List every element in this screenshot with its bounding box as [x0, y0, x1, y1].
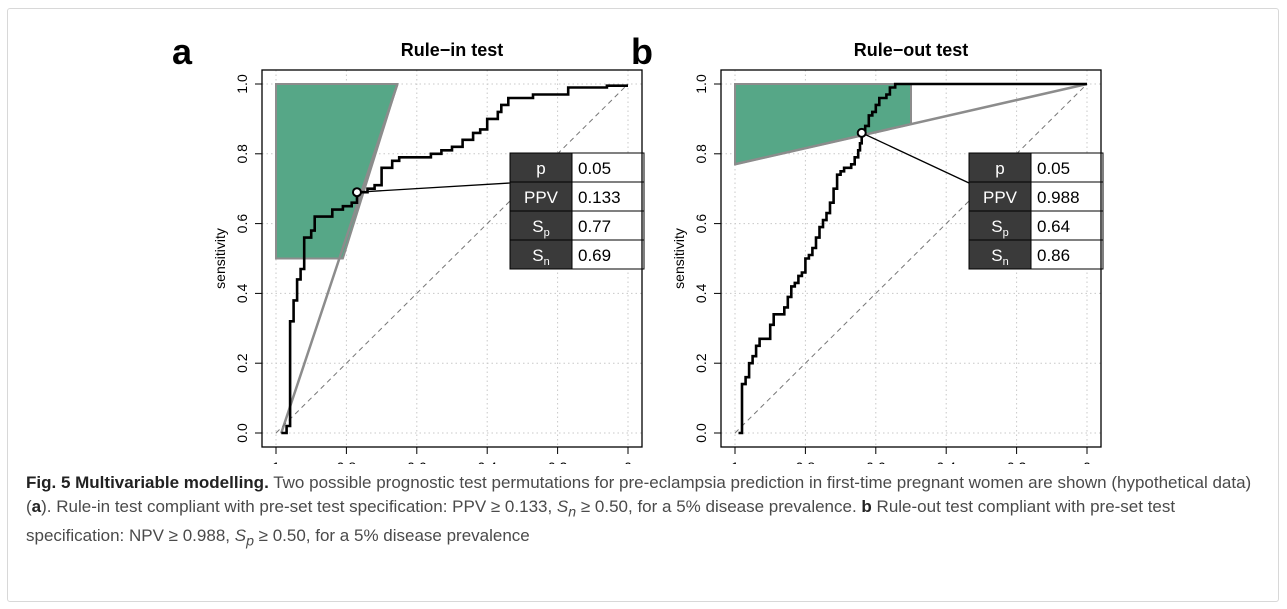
y-tick-label: 1.0: [234, 74, 250, 94]
caption-text-4: Rule-out test compliant with pre-set tes…: [26, 497, 1176, 546]
y-axis-label: sensitivity: [671, 228, 687, 289]
table-label-text: Sn: [532, 246, 549, 268]
table-label-text: Sp: [532, 217, 549, 239]
caption-ref-b: b: [861, 497, 872, 516]
table-label-cell: [509, 210, 573, 241]
caption-text-3: ≥ 0.50, for a 5% disease prevalence.: [576, 497, 862, 516]
y-tick-label: 0.2: [234, 353, 250, 373]
roc-panel-a: p 0.05 PPV 0.133 Sp 0.77 Sn 0.69 1 0.8 0.6 0.4 0.2 0 0…: [172, 31, 645, 464]
x-tick-label: 0.8: [337, 459, 357, 464]
y-tick-label: 0.0: [234, 423, 250, 443]
table-value-text: 0.77: [578, 217, 611, 236]
table-label-text: PPV: [524, 188, 559, 207]
table-label-text: Sp: [991, 217, 1008, 239]
table-value-cell: [1030, 210, 1104, 241]
x-tick-label: 0.6: [866, 459, 886, 464]
table-value-cell: [1030, 239, 1104, 270]
figure: p 0.05 PPV 0.133 Sp 0.77 Sn 0.69 1 0.8 0.6 0.4 0.2 0 0…: [7, 8, 1279, 602]
y-axis-label: sensitivity: [212, 228, 228, 289]
operating-point: [856, 127, 867, 138]
panel-label: b: [631, 31, 653, 72]
x-tick-label: 0.4: [936, 459, 956, 464]
panel-label: a: [172, 31, 193, 72]
x-tick-label: 0: [1083, 459, 1091, 464]
compliant-region: [734, 83, 912, 166]
table-value-cell: [1030, 152, 1104, 183]
table-label-cell: [968, 210, 1032, 241]
operating-point: [351, 187, 362, 198]
chart-title: Rule−out test: [854, 40, 969, 60]
stats-table: p 0.05 PPV 0.988 Sp 0.64 Sn 0.86: [968, 152, 1104, 270]
connector-line: [861, 132, 970, 184]
roc-curve: [281, 84, 628, 435]
figure-caption: Fig. 5 Multivariable modelling. Two poss…: [26, 473, 1252, 550]
table-value-text: 0.988: [1037, 188, 1080, 207]
caption-sp: Sp: [234, 526, 254, 550]
y-tick-label: 0.6: [234, 214, 250, 234]
table-label-text: PPV: [983, 188, 1018, 207]
table-value-cell: [571, 239, 645, 270]
table-value-text: 0.05: [578, 159, 611, 178]
x-tick-label: 0: [624, 459, 632, 464]
roc-curve: [738, 82, 1087, 435]
y-tick-label: 0.6: [693, 214, 709, 234]
y-tick-label: 0.8: [693, 144, 709, 164]
plot-frame: [261, 69, 643, 448]
x-tick-label: 0.6: [407, 459, 427, 464]
table-label-text: p: [995, 159, 1004, 178]
x-tick-label: 1: [731, 459, 739, 464]
y-tick-label: 0.4: [234, 283, 250, 303]
y-tick-label: 0.2: [693, 353, 709, 373]
x-tick-label: 0.8: [796, 459, 816, 464]
reference-diagonal: [275, 83, 629, 434]
chart-title: Rule−in test: [401, 40, 504, 60]
table-label-text: p: [536, 159, 545, 178]
ppv-boundary-line: [280, 83, 399, 434]
roc-figure: p 0.05 PPV 0.133 Sp 0.77 Sn 0.69 1 0.8 0.6 0.4 0.2 0 0…: [172, 31, 1104, 464]
table-value-cell: [1030, 181, 1104, 212]
reference-diagonal: [734, 83, 1088, 434]
table-label-text: Sn: [991, 246, 1008, 268]
table-value-text: 0.69: [578, 246, 611, 265]
caption-fig-title: Multivariable modelling: [75, 473, 265, 492]
npv-boundary-line: [734, 82, 1088, 166]
table-label-cell: [968, 152, 1032, 183]
table-label-cell: [968, 181, 1032, 212]
caption-text-5: ≥ 0.50, for a 5% disease prevalence: [253, 526, 530, 546]
roc-panel-b: p 0.05 PPV 0.988 Sp 0.64 Sn 0.86 1 0.8 0.6 0.4 0.2 0 0…: [631, 31, 1104, 464]
y-tick-label: 0.0: [693, 423, 709, 443]
y-tick-label: 0.4: [693, 283, 709, 303]
connector-line: [356, 182, 511, 193]
table-value-text: 0.64: [1037, 217, 1070, 236]
plot-frame: [720, 69, 1102, 448]
stats-table: p 0.05 PPV 0.133 Sp 0.77 Sn 0.69: [509, 152, 645, 270]
x-tick-label: 1: [272, 459, 280, 464]
y-tick-label: 1.0: [693, 74, 709, 94]
table-label-cell: [509, 181, 573, 212]
caption-ref-a: a: [31, 497, 42, 516]
caption-fig-label: Fig. 5: [26, 473, 71, 492]
x-tick-label: 0.2: [1007, 459, 1027, 464]
x-tick-label: 0.2: [548, 459, 568, 464]
table-value-text: 0.86: [1037, 246, 1070, 265]
table-value-text: 0.133: [578, 188, 621, 207]
table-value-text: 0.05: [1037, 159, 1070, 178]
compliant-region: [275, 83, 399, 260]
table-value-cell: [571, 152, 645, 183]
caption-text-1: Two possible prognostic test permutation…: [26, 473, 1252, 516]
caption-text-2: ). Rule-in test compliant with pre-set t…: [41, 497, 557, 516]
caption-sn: Sn: [556, 497, 577, 521]
table-label-cell: [968, 239, 1032, 270]
x-tick-label: 0.4: [477, 459, 497, 464]
y-tick-label: 0.8: [234, 144, 250, 164]
